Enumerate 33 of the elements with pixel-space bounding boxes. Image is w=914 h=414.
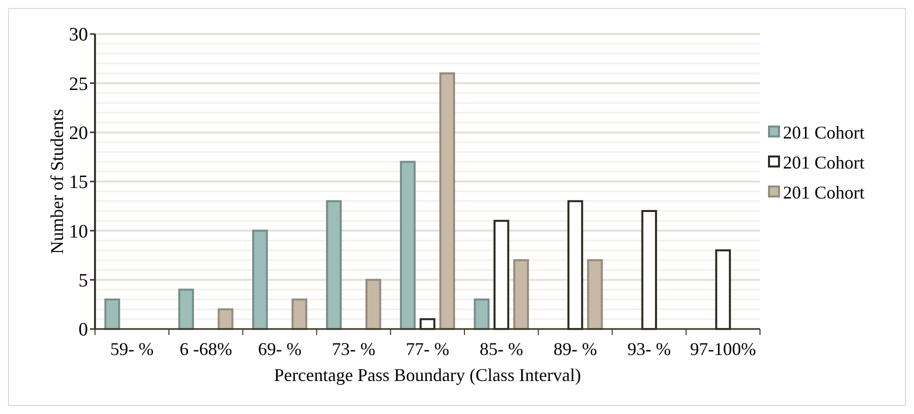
legend-label: 201 Cohort xyxy=(783,182,865,202)
x-tick-label: 73- % xyxy=(332,339,376,359)
bar xyxy=(218,308,234,330)
bar xyxy=(400,160,416,330)
x-tick-label: 93- % xyxy=(627,339,671,359)
x-tick-label: 59- % xyxy=(110,339,154,359)
y-tick-label: 0 xyxy=(78,320,88,341)
y-tick-label: 20 xyxy=(69,122,88,144)
bar xyxy=(104,298,120,330)
x-tick-label: 85- % xyxy=(480,339,524,359)
y-axis-title: Number of Students xyxy=(47,109,67,254)
bar xyxy=(365,278,382,330)
y-tick-label: 5 xyxy=(78,270,88,292)
y-tick-label: 30 xyxy=(69,24,88,46)
bar xyxy=(326,200,342,330)
legend-label: 201 Cohort xyxy=(783,152,865,172)
x-tick-label: 69- % xyxy=(258,339,302,359)
legend-label: 201 Cohort xyxy=(783,122,865,142)
x-axis-title: Percentage Pass Boundary (Class Interval) xyxy=(274,365,581,385)
bar xyxy=(439,72,456,330)
bar xyxy=(292,298,308,330)
y-tick-label: 15 xyxy=(69,172,88,194)
y-tick-label: 25 xyxy=(69,74,88,95)
y-tick-label: 10 xyxy=(69,221,88,242)
bar xyxy=(178,288,194,330)
bar xyxy=(587,259,603,330)
bar xyxy=(474,298,490,330)
x-tick-label: 89- % xyxy=(554,339,598,359)
bar xyxy=(252,230,268,330)
x-tick-label: 77- % xyxy=(406,339,450,359)
x-tick-label: 6 -68% xyxy=(180,339,232,359)
bar xyxy=(513,259,529,330)
x-tick-label: 97-100% xyxy=(690,339,756,359)
